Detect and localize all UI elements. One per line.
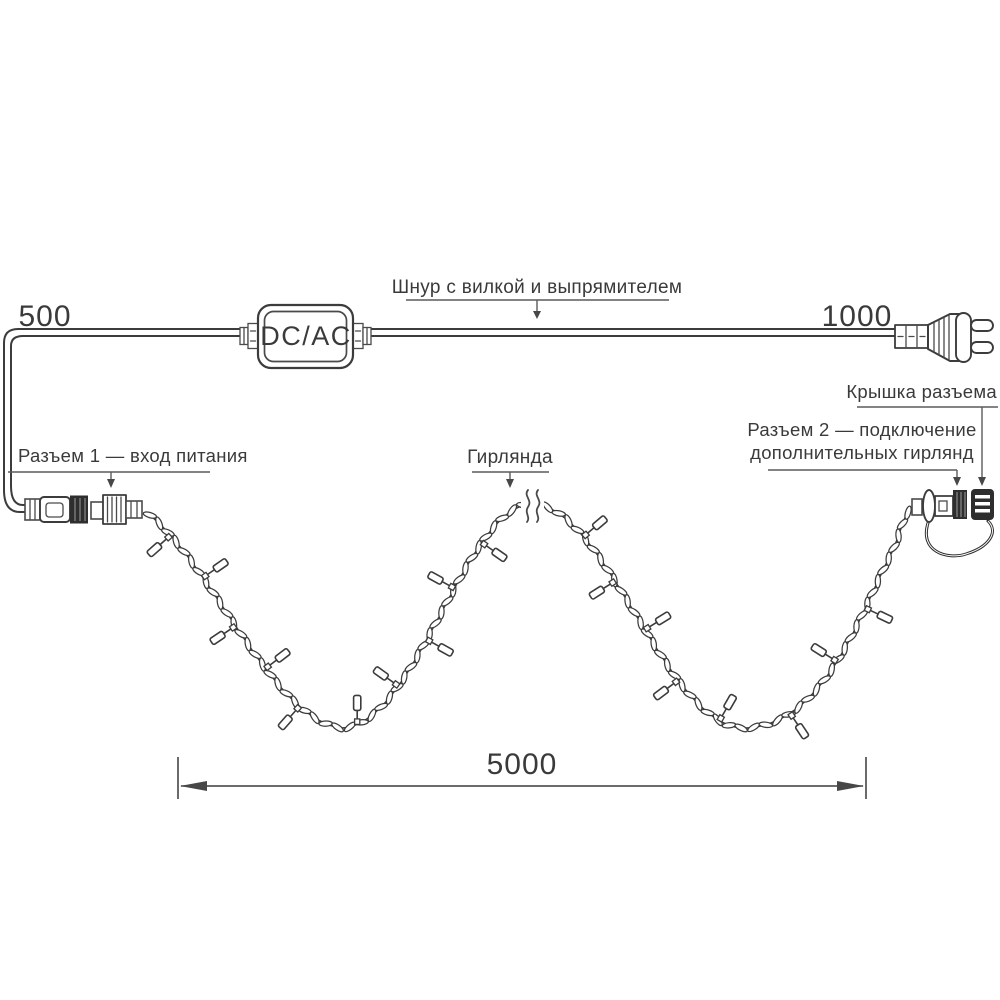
wire-twist	[841, 641, 849, 656]
garland-bulbs	[146, 515, 894, 740]
label-connector1: Разъем 1 — вход питания	[8, 445, 248, 488]
label-garland: Гирлянда	[467, 447, 553, 488]
wire-twist	[853, 618, 860, 634]
led-bulb	[427, 571, 457, 592]
led-bulb	[652, 677, 681, 701]
wire-twist	[747, 722, 761, 733]
wire-twist	[438, 604, 445, 620]
garland-label-text: Гирлянда	[467, 447, 553, 468]
led-bulb	[209, 622, 238, 646]
leader-arrow	[107, 479, 115, 488]
wire-twist	[187, 554, 196, 569]
dimension-5000: 5000	[177, 748, 867, 799]
dim-1000: 1000	[822, 300, 893, 333]
led-bulb	[642, 611, 672, 633]
plug-pin-top	[970, 319, 994, 332]
label-connector-cap: Крышка разъема	[846, 381, 998, 486]
wire-twist	[475, 539, 483, 555]
label-connector2: Разъем 2 — подключение дополнительных ги…	[747, 419, 976, 486]
wire-twist	[874, 573, 882, 589]
cable-gland-left	[239, 322, 259, 350]
led-bulb	[479, 539, 508, 563]
wire-twist	[597, 551, 605, 567]
connector-2	[911, 489, 994, 558]
led-bulb	[352, 694, 362, 726]
led-bulb	[263, 647, 291, 672]
power-cord-left	[3, 328, 241, 513]
led-bulb	[588, 578, 618, 600]
dim-arrow-right	[837, 781, 864, 791]
led-bulb	[277, 703, 303, 731]
connector1-label-text: Разъем 1 — вход питания	[18, 445, 248, 466]
dim-arrow-left	[180, 781, 207, 791]
wire-twist	[142, 511, 158, 519]
connector2-label-line2: дополнительных гирлянд	[750, 442, 974, 463]
wire-twist	[904, 505, 912, 520]
leader-arrow	[533, 311, 541, 319]
wire-break-symbol	[521, 488, 544, 523]
wire-twist	[551, 509, 567, 517]
connector2-label-line1: Разъем 2 — подключение	[747, 419, 976, 440]
wire-twist	[895, 528, 902, 544]
dim-5000: 5000	[487, 748, 558, 781]
connector-cap	[971, 489, 994, 520]
wire-twist	[258, 657, 267, 672]
wire-twist	[828, 662, 836, 678]
led-bulb	[716, 693, 738, 723]
cord-label-text: Шнур с вилкой и выпрямителем	[392, 277, 682, 298]
power-cord-right	[369, 328, 896, 337]
wire-twist	[400, 670, 408, 685]
wire-twist	[489, 520, 498, 535]
wire-twist	[462, 561, 469, 576]
led-bulb	[372, 666, 401, 690]
wire-twist	[244, 636, 252, 652]
wire-twist	[414, 648, 421, 664]
wire-twist	[721, 721, 737, 729]
led-bulb	[146, 532, 174, 558]
wire-twist	[216, 595, 224, 610]
wire-twist	[318, 720, 334, 727]
led-bulb	[424, 636, 455, 657]
power-plug	[894, 312, 994, 363]
garland-twists	[142, 500, 912, 733]
wire-twist	[624, 594, 631, 609]
led-bulb	[863, 604, 894, 624]
wire-twist	[885, 551, 892, 567]
dim-500: 500	[18, 300, 71, 333]
wire-twist	[650, 636, 658, 652]
wire-twist	[734, 723, 748, 733]
leader-arrow	[506, 479, 514, 488]
wire-twist	[663, 657, 671, 673]
connector-cap-label-text: Крышка разъема	[846, 381, 997, 402]
leader-arrow	[978, 477, 986, 486]
adapter-label: DC/AC	[260, 321, 352, 351]
wire-twist	[507, 504, 518, 517]
led-bulb	[787, 710, 810, 740]
cable-gland-right	[352, 322, 372, 350]
led-bulb	[810, 643, 840, 665]
led-bulb	[580, 515, 608, 540]
leader-arrow	[953, 477, 961, 486]
led-bulb	[200, 558, 229, 581]
connector-1	[24, 494, 143, 525]
wire-twist	[678, 677, 686, 693]
wire-twist	[331, 722, 345, 733]
garland-wire	[142, 488, 914, 740]
dcac-converter: DC/AC	[239, 303, 372, 370]
plug-pin-bottom	[970, 341, 994, 354]
label-cord: Шнур с вилкой и выпрямителем	[392, 277, 682, 319]
